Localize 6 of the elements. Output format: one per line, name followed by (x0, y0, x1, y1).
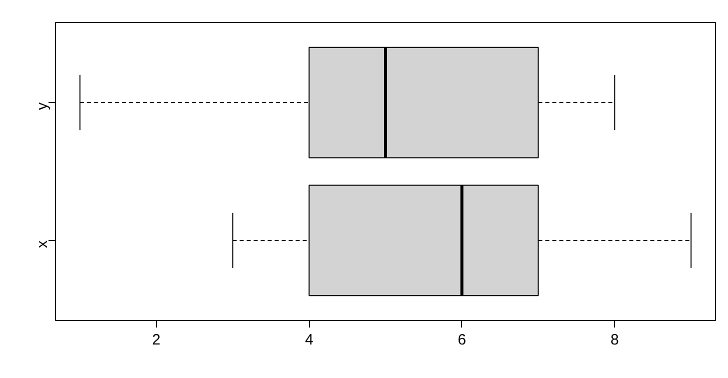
x-tick-label: 2 (152, 332, 161, 348)
y-tick-label: y (34, 102, 51, 110)
y-tick-label: x (34, 240, 51, 248)
x-tick-label: 8 (610, 332, 619, 348)
x-tick-label: 6 (458, 332, 466, 348)
x-tick-label: 4 (304, 332, 314, 348)
